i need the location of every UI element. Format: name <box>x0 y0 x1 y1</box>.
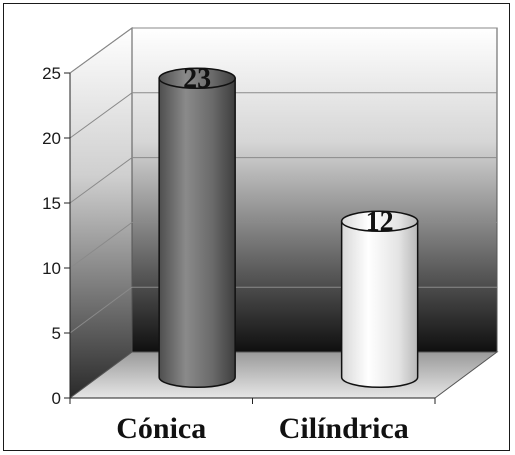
bar-body <box>340 220 419 389</box>
bar-2 <box>340 210 419 389</box>
data-label-2: 12 <box>366 206 394 237</box>
category-label-2: Cilíndrica <box>279 412 409 445</box>
y-tick-label: 25 <box>42 64 61 83</box>
gridline <box>69 92 133 139</box>
bar-1 <box>158 67 236 389</box>
data-label-1: 23 <box>183 63 211 94</box>
bar-top <box>158 67 236 90</box>
y-tick-label: 5 <box>52 324 61 343</box>
bar-body <box>158 77 236 389</box>
category-label-1: Cónica <box>116 412 206 445</box>
gridline <box>69 157 133 204</box>
gridline <box>69 286 133 334</box>
y-tick-label: 15 <box>42 194 61 213</box>
gridline <box>69 27 133 74</box>
floor <box>68 351 499 399</box>
y-tick-label: 10 <box>42 259 61 278</box>
gridline <box>69 221 133 269</box>
side-wall <box>69 27 133 399</box>
bar-top <box>340 210 419 233</box>
y-tick-label: 0 <box>52 389 61 408</box>
y-tick-label: 20 <box>42 129 61 148</box>
